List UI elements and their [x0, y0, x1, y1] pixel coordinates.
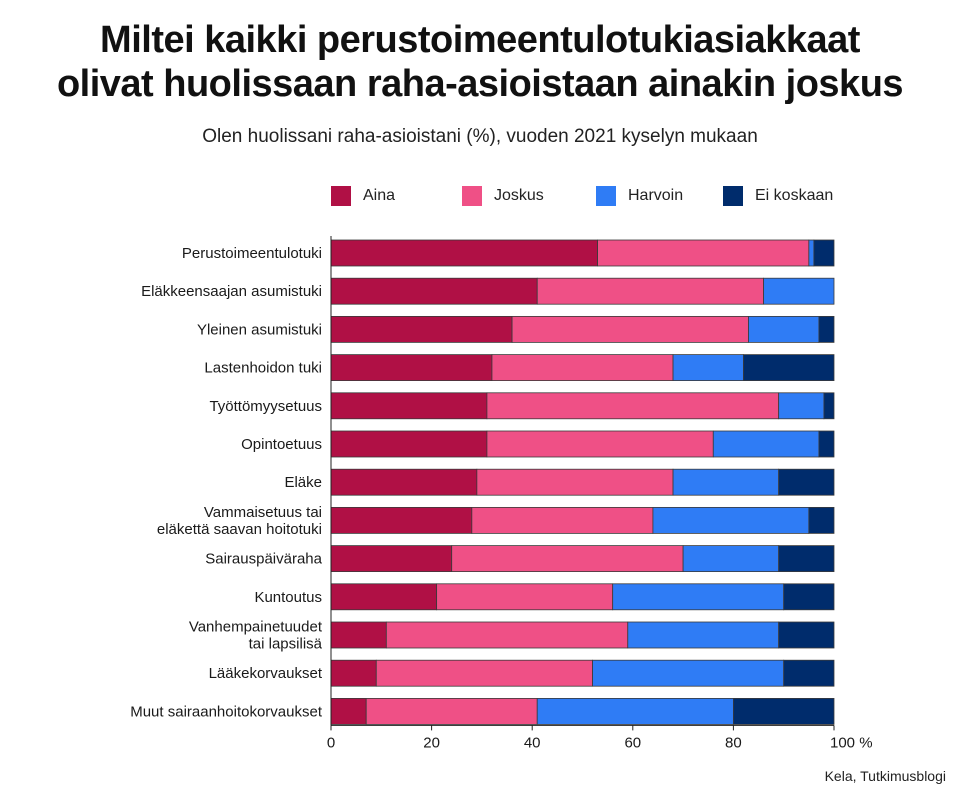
- bar-aina-1: [330, 239, 598, 267]
- bar-aina-11: [330, 621, 387, 649]
- bar-ei-koskaan-5: [823, 392, 835, 420]
- category-label-5: Työttömyysetuus: [209, 398, 322, 415]
- x-tick-label-5: 100 %: [830, 734, 873, 751]
- bar-aina-9: [330, 545, 453, 572]
- bar-joskus-12: [375, 659, 593, 687]
- bar-joskus-8: [471, 506, 654, 534]
- bar-aina-10: [330, 583, 438, 611]
- bar-ei-koskaan-1: [813, 239, 835, 267]
- bar-harvoin-11: [627, 621, 780, 649]
- source-note: Kela, Tutkimusblogi: [824, 768, 946, 784]
- bar-joskus-3: [511, 315, 749, 343]
- legend: Aina Joskus Harvoin Ei koskaan: [0, 185, 960, 207]
- bar-joskus-2: [536, 277, 764, 305]
- bar-harvoin-9: [682, 545, 780, 572]
- bar-ei-koskaan-11: [778, 621, 835, 649]
- bar-ei-koskaan-8: [808, 506, 835, 534]
- x-tick-label-1: 20: [423, 734, 440, 751]
- category-label-7: Eläke: [284, 474, 322, 491]
- x-tick-label-0: 0: [327, 734, 335, 751]
- bar-harvoin-7: [672, 468, 780, 496]
- bar-harvoin-5: [778, 392, 825, 420]
- legend-swatch-ei-koskaan: [723, 186, 743, 206]
- bar-harvoin-4: [672, 354, 744, 382]
- category-label-9: Sairauspäiväraha: [205, 551, 322, 568]
- category-label-1: Perustoimeentulotuki: [182, 245, 322, 262]
- bar-harvoin-2: [763, 277, 835, 305]
- bar-joskus-13: [365, 698, 538, 725]
- category-label-4: Lastenhoidon tuki: [204, 360, 322, 377]
- bar-ei-koskaan-9: [778, 545, 835, 572]
- chart-subtitle: Olen huolissani raha-asioistani (%), vuo…: [202, 126, 758, 147]
- bar-ei-koskaan-7: [778, 468, 835, 496]
- bar-joskus-11: [385, 621, 629, 649]
- bar-joskus-5: [486, 392, 780, 420]
- bar-aina-7: [330, 468, 478, 496]
- bar-aina-13: [330, 698, 367, 725]
- bar-joskus-9: [451, 545, 684, 572]
- bar-ei-koskaan-13: [733, 698, 835, 725]
- bar-joskus-4: [491, 354, 674, 382]
- bar-ei-koskaan-12: [783, 659, 835, 687]
- bar-aina-3: [330, 315, 513, 343]
- category-label-11: Vanhempainetuudet tai lapsilisä: [189, 619, 323, 653]
- bar-harvoin-6: [712, 430, 820, 458]
- x-tick-label-4: 80: [725, 734, 742, 751]
- bar-joskus-7: [476, 468, 674, 496]
- category-label-10: Kuntoutus: [254, 589, 322, 606]
- bar-ei-koskaan-4: [743, 354, 835, 382]
- bar-joskus-1: [597, 239, 810, 267]
- bar-ei-koskaan-10: [783, 583, 835, 611]
- legend-item-ei-koskaan: Ei koskaan: [723, 185, 833, 207]
- legend-label-joskus: Joskus: [494, 187, 544, 204]
- bar-aina-4: [330, 354, 493, 382]
- x-tick-label-3: 60: [624, 734, 641, 751]
- bar-harvoin-13: [536, 698, 734, 725]
- chart-title-line-1: Miltei kaikki perustoimeentulotukiasiakk…: [100, 19, 860, 61]
- legend-label-aina: Aina: [363, 187, 396, 204]
- bar-harvoin-8: [652, 506, 810, 534]
- bar-harvoin-1: [808, 239, 815, 267]
- legend-swatch-harvoin: [596, 186, 616, 206]
- chart-title-line-2: olivat huolissaan raha-asioistaan ainaki…: [56, 63, 904, 105]
- legend-item-harvoin: Harvoin: [596, 185, 683, 207]
- category-label-6: Opintoetuus: [241, 436, 322, 453]
- bar-aina-8: [330, 506, 473, 534]
- bar-aina-2: [330, 277, 538, 305]
- bar-harvoin-3: [748, 315, 820, 343]
- legend-swatch-joskus: [462, 186, 482, 206]
- bar-ei-koskaan-3: [818, 315, 835, 343]
- bar-harvoin-12: [592, 659, 785, 687]
- category-label-12: Lääkekorvaukset: [209, 665, 323, 682]
- bar-joskus-6: [486, 430, 714, 458]
- bar-joskus-10: [436, 583, 614, 611]
- category-label-13: Muut sairaanhoitokorvaukset: [130, 703, 323, 720]
- bar-harvoin-10: [612, 583, 785, 611]
- legend-item-joskus: Joskus: [462, 185, 544, 207]
- category-label-8: Vammaisetuus tai eläkettä saavan hoitotuk…: [157, 504, 322, 538]
- legend-swatch-aina: [331, 186, 351, 206]
- bar-aina-6: [330, 430, 488, 458]
- bar-aina-12: [330, 659, 377, 687]
- legend-label-ei-koskaan: Ei koskaan: [755, 187, 834, 204]
- x-tick-label-2: 40: [524, 734, 541, 751]
- chart-title: Miltei kaikki perustoimeentulotukiasiakk…: [0, 18, 960, 106]
- legend-item-aina: Aina: [331, 185, 395, 207]
- legend-label-harvoin: Harvoin: [628, 187, 684, 204]
- category-label-2: Eläkkeensaajan asumistuki: [141, 283, 322, 300]
- category-label-3: Yleinen asumistuki: [197, 321, 322, 338]
- bar-aina-5: [330, 392, 488, 420]
- bar-ei-koskaan-6: [818, 430, 835, 458]
